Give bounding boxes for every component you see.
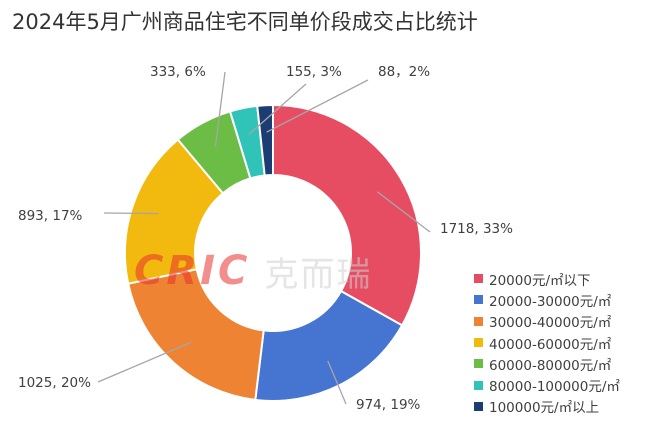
leader-line-5 bbox=[214, 71, 226, 147]
leader-line-3 bbox=[97, 341, 192, 383]
legend-label-6: 80000-100000元/㎡ bbox=[489, 379, 620, 396]
legend-label-4: 40000-60000元/㎡ bbox=[489, 336, 612, 353]
leader-line-1 bbox=[377, 191, 431, 233]
legend-label-3: 30000-40000元/㎡ bbox=[489, 315, 612, 332]
legend-swatch-1 bbox=[474, 274, 483, 284]
leader-lines-group bbox=[97, 71, 431, 405]
legend-label-1: 20000元/㎡以下 bbox=[489, 272, 591, 289]
legend-item-7: 100000元/㎡以上 bbox=[474, 396, 620, 417]
legend-label-7: 100000元/㎡以上 bbox=[489, 400, 600, 417]
legend-item-1: 20000元/㎡以下 bbox=[474, 268, 620, 289]
legend-item-3: 30000-40000元/㎡ bbox=[474, 311, 620, 332]
legend-swatch-4 bbox=[474, 338, 483, 348]
legend-swatch-3 bbox=[474, 316, 483, 326]
slices-group bbox=[124, 103, 422, 402]
legend-swatch-7 bbox=[474, 401, 483, 411]
chart-legend: 20000元/㎡以下 20000-30000元/㎡ 30000-40000元/㎡ 40… bbox=[474, 268, 620, 417]
data-label-2: 974, 19% bbox=[356, 397, 421, 413]
leader-line-7 bbox=[266, 79, 369, 133]
legend-item-4: 40000-60000元/㎡ bbox=[474, 332, 620, 353]
legend-item-5: 60000-80000元/㎡ bbox=[474, 353, 620, 374]
legend-swatch-2 bbox=[474, 295, 483, 305]
legend-label-5: 60000-80000元/㎡ bbox=[489, 357, 612, 374]
donut-slice-2 bbox=[254, 289, 404, 402]
legend-item-2: 20000-30000元/㎡ bbox=[474, 289, 620, 310]
data-label-1: 1718, 33% bbox=[440, 221, 513, 237]
leader-line-6 bbox=[248, 83, 307, 135]
data-label-6: 155, 3% bbox=[286, 64, 342, 80]
donut-slice-3 bbox=[127, 267, 265, 402]
donut-slice-7 bbox=[256, 103, 274, 177]
donut-slice-1 bbox=[272, 103, 422, 327]
data-label-4: 893, 17% bbox=[18, 208, 83, 224]
leader-line-2 bbox=[327, 360, 347, 405]
data-labels-group: 1718, 33% 974, 19% 1025, 20% 893, 17% 333, 6… bbox=[18, 64, 513, 413]
legend-swatch-6 bbox=[474, 380, 483, 390]
data-label-7: 88，2% bbox=[378, 64, 430, 80]
legend-item-6: 80000-100000元/㎡ bbox=[474, 374, 620, 395]
legend-swatch-5 bbox=[474, 359, 483, 369]
chart-title: 2024年5月广州商品住宅不同单价段成交占比统计 bbox=[12, 10, 478, 34]
data-label-5: 333, 6% bbox=[150, 64, 206, 80]
legend-label-2: 20000-30000元/㎡ bbox=[489, 293, 612, 310]
leader-line-4 bbox=[103, 212, 159, 215]
data-label-3: 1025, 20% bbox=[18, 375, 91, 391]
